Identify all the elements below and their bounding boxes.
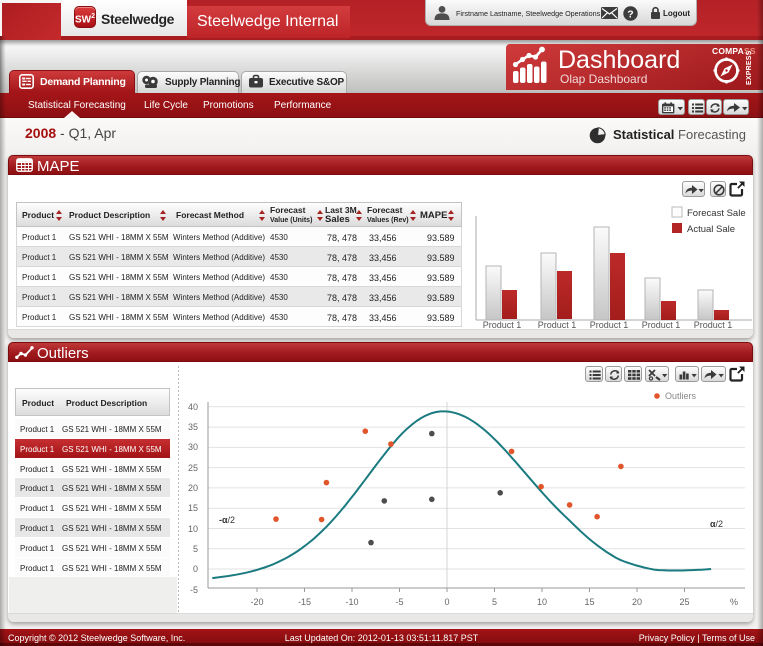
svg-text:Product 1: Product 1 (483, 320, 522, 330)
svg-text:?: ? (627, 8, 633, 20)
svg-text:Product 1: Product 1 (538, 320, 577, 330)
svg-text:Product 1: Product 1 (590, 320, 629, 330)
svg-text:10: 10 (537, 597, 547, 607)
svg-text:Actual Sale: Actual Sale (687, 224, 735, 235)
svg-text:-5: -5 (395, 597, 403, 607)
svg-text:%: % (730, 597, 738, 607)
svg-text:25: 25 (679, 597, 689, 607)
svg-text:Product 1: Product 1 (694, 320, 733, 330)
svg-text:30: 30 (188, 442, 198, 452)
svg-text:25: 25 (188, 463, 198, 473)
svg-text:Outliers: Outliers (665, 391, 697, 401)
svg-text:-5: -5 (190, 585, 198, 595)
svg-text:15: 15 (584, 597, 594, 607)
svg-text:20: 20 (632, 597, 642, 607)
svg-text:α/2: α/2 (710, 519, 723, 529)
svg-text:-20: -20 (250, 597, 263, 607)
svg-text:5: 5 (193, 544, 198, 554)
svg-text:Forecast Sale: Forecast Sale (687, 208, 746, 219)
svg-text:5: 5 (492, 597, 497, 607)
svg-text:-α/2: -α/2 (219, 515, 235, 525)
svg-text:-15: -15 (298, 597, 311, 607)
svg-text:35: 35 (188, 422, 198, 432)
svg-text:15: 15 (188, 503, 198, 513)
svg-text:20: 20 (188, 483, 198, 493)
svg-text:10: 10 (188, 524, 198, 534)
svg-text:0: 0 (193, 564, 198, 574)
svg-text:-10: -10 (345, 597, 358, 607)
svg-text:Product 1: Product 1 (642, 320, 681, 330)
svg-text:0: 0 (444, 597, 449, 607)
svg-text:40: 40 (188, 402, 198, 412)
